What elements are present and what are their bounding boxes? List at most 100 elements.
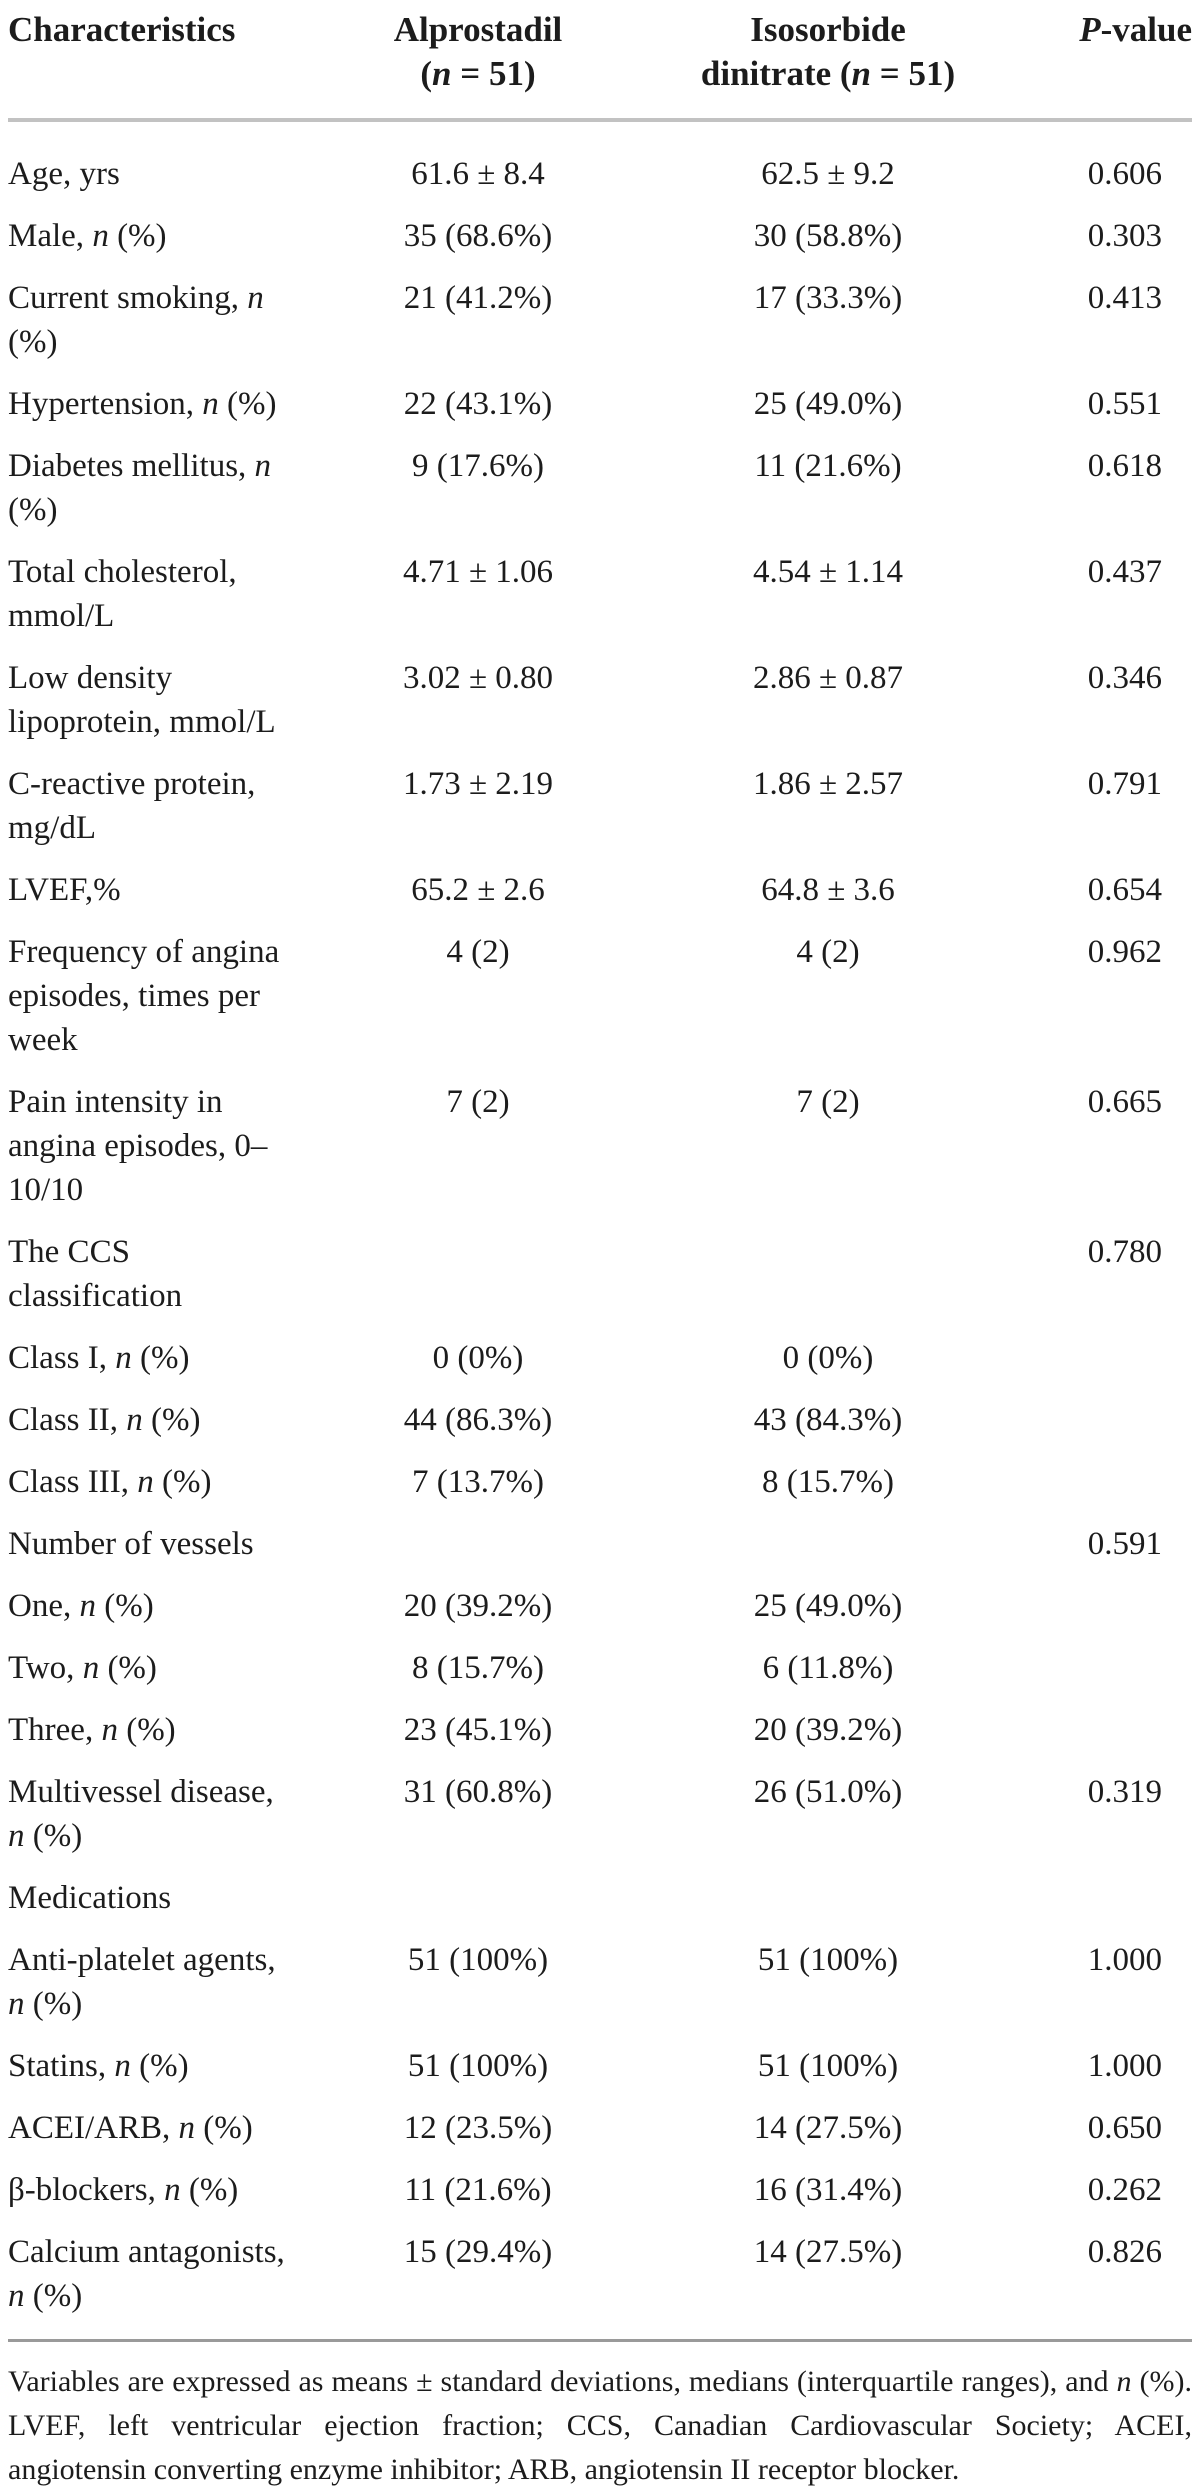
cell-alprostadil: 8 (15.7%) [412,1650,544,1686]
cell-p-value [1008,1867,1192,1929]
cell-isosorbide: 51 (100%) [757,2048,899,2084]
row-label: Medications [8,1880,172,1916]
row-label: Current smoking, n (%) [8,280,264,360]
cell-isosorbide [648,1221,1008,1327]
cell-isosorbide: 8 (15.7%) [762,1464,894,1500]
cell-alprostadil: 51 (100%) [407,1942,549,1978]
cell-alprostadil: 21 (41.2%) [403,280,553,316]
table-row: Male, n (%) 35 (68.6%) 30 (58.8%) 0.303 [8,205,1192,267]
cell-isosorbide: 4 (2) [796,934,860,970]
cell-p-value: 0.826 [1087,2234,1162,2270]
cell-p-value: 0.591 [1087,1526,1162,1562]
cell-isosorbide: 6 (11.8%) [762,1650,894,1686]
row-label: Pain intensity in angina episodes, 0–10/… [8,1084,268,1208]
cell-p-value [1008,1699,1192,1761]
header-isosorbide-dinitrate: Isosorbide dinitrate (n = 51) [648,6,1008,122]
cell-alprostadil: 9 (17.6%) [412,448,544,484]
cell-p-value: 0.437 [1087,554,1162,590]
row-label: Low density lipoprotein, mmol/L [8,660,276,740]
cell-isosorbide: 14 (27.5%) [753,2110,903,2146]
cell-alprostadil: 20 (39.2%) [403,1588,553,1624]
cell-alprostadil: 1.73 ± 2.19 [402,766,554,802]
table-row: Multivessel disease, n (%) 31 (60.8%) 26 (… [8,1761,1192,1867]
header-isosorbide-line2: dinitrate (n = 51) [700,54,956,93]
cell-isosorbide [648,1867,1008,1929]
cell-isosorbide: 25 (49.0%) [753,1588,903,1624]
table-row: Number of vessels 0.591 [8,1513,1192,1575]
table-row: Total cholesterol, mmol/L 4.71 ± 1.06 4.54… [8,541,1192,647]
cell-p-value: 0.791 [1087,766,1162,802]
cell-isosorbide: 11 (21.6%) [754,448,902,484]
row-label: The CCS classification [8,1234,183,1314]
table-row: β-blockers, n (%) 11 (21.6%) 16 (31.4%) 0.2… [8,2159,1192,2221]
row-label: β-blockers, n (%) [8,2172,239,2208]
cell-alprostadil [308,1867,648,1929]
row-label: Number of vessels [8,1526,254,1562]
table-header: Characteristics Alprostadil (n = 51) Iso… [8,6,1192,122]
header-row: Characteristics Alprostadil (n = 51) Iso… [8,6,1192,122]
row-label: Two, n (%) [8,1650,157,1686]
cell-p-value: 0.551 [1087,386,1162,422]
row-label: C-reactive protein, mg/dL [8,766,256,846]
cell-isosorbide: 4.54 ± 1.14 [752,554,904,590]
cell-p-value [1008,1451,1192,1513]
cell-alprostadil: 0 (0%) [432,1340,524,1376]
cell-isosorbide [648,1513,1008,1575]
row-label: Total cholesterol, mmol/L [8,554,237,634]
table-row: Frequency of angina episodes, times per … [8,921,1192,1071]
cell-p-value: 0.303 [1087,218,1162,254]
cell-isosorbide: 43 (84.3%) [753,1402,903,1438]
cell-alprostadil [308,1221,648,1327]
cell-alprostadil: 12 (23.5%) [403,2110,553,2146]
table-row: LVEF,% 65.2 ± 2.6 64.8 ± 3.6 0.654 [8,859,1192,921]
cell-p-value: 0.780 [1087,1234,1162,1270]
table-row: Medications [8,1867,1192,1929]
cell-alprostadil: 31 (60.8%) [403,1774,553,1810]
cell-alprostadil: 22 (43.1%) [403,386,553,422]
cell-isosorbide: 51 (100%) [757,1942,899,1978]
table-row: Class I, n (%) 0 (0%) 0 (0%) [8,1327,1192,1389]
table-row: The CCS classification 0.780 [8,1221,1192,1327]
table-row: Statins, n (%) 51 (100%) 51 (100%) 1.000 [8,2035,1192,2097]
table-row: ACEI/ARB, n (%) 12 (23.5%) 14 (27.5%) 0.650 [8,2097,1192,2159]
table-row: Class III, n (%) 7 (13.7%) 8 (15.7%) [8,1451,1192,1513]
table-footnote: Variables are expressed as means ± stand… [8,2339,1192,2488]
cell-p-value [1008,1637,1192,1699]
cell-alprostadil: 7 (2) [446,1084,510,1120]
row-label: Multivessel disease, n (%) [8,1774,274,1854]
cell-p-value: 0.650 [1087,2110,1162,2146]
row-label: Class I, n (%) [8,1340,190,1376]
row-label: Frequency of angina episodes, times per … [8,934,280,1058]
cell-isosorbide: 30 (58.8%) [753,218,903,254]
cell-alprostadil: 11 (21.6%) [404,2172,552,2208]
cell-p-value: 0.606 [1087,156,1162,192]
cell-p-value: 0.319 [1087,1774,1162,1810]
row-label: Diabetes mellitus, n (%) [8,448,272,528]
table-row: Two, n (%) 8 (15.7%) 6 (11.8%) [8,1637,1192,1699]
header-alprostadil-line2: (n = 51) [420,54,536,93]
cell-alprostadil: 51 (100%) [407,2048,549,2084]
row-label: Anti-platelet agents, n (%) [8,1942,276,2022]
cell-isosorbide: 14 (27.5%) [753,2234,903,2270]
table-row: Three, n (%) 23 (45.1%) 20 (39.2%) [8,1699,1192,1761]
cell-isosorbide: 16 (31.4%) [753,2172,903,2208]
row-label: Statins, n (%) [8,2048,189,2084]
cell-isosorbide: 25 (49.0%) [753,386,903,422]
cell-isosorbide: 64.8 ± 3.6 [761,872,895,908]
cell-alprostadil: 65.2 ± 2.6 [411,872,545,908]
cell-isosorbide: 0 (0%) [782,1340,874,1376]
cell-alprostadil [308,1513,648,1575]
cell-p-value: 1.000 [1087,2048,1162,2084]
cell-alprostadil: 61.6 ± 8.4 [411,156,545,192]
baseline-characteristics-table: Characteristics Alprostadil (n = 51) Iso… [8,6,1192,2327]
row-label: Male, n (%) [8,218,167,254]
cell-p-value: 0.654 [1087,872,1162,908]
cell-p-value: 1.000 [1087,1942,1162,1978]
row-label: Three, n (%) [8,1712,176,1748]
cell-p-value: 0.962 [1087,934,1162,970]
table-row: Calcium antagonists, n (%) 15 (29.4%) 14 (… [8,2221,1192,2327]
cell-alprostadil: 4 (2) [446,934,510,970]
header-isosorbide-line1: Isosorbide [750,10,906,49]
row-label: LVEF,% [8,872,121,908]
